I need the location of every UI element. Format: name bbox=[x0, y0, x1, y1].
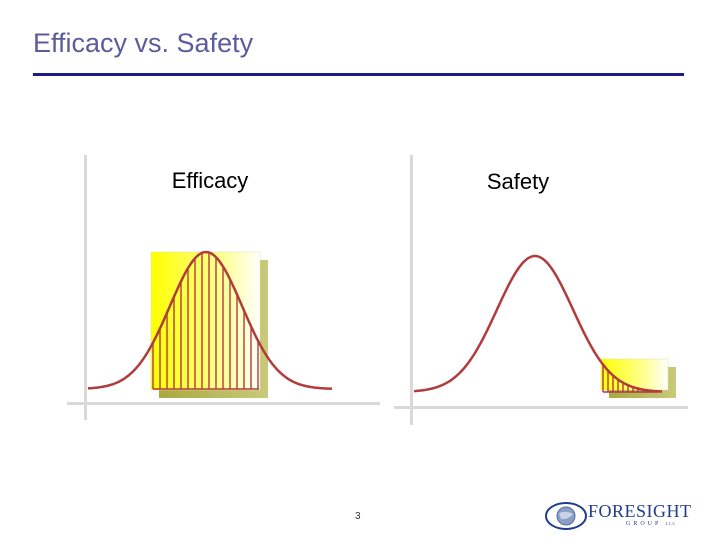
logo-wordmark: FORESIGHT bbox=[588, 501, 692, 521]
efficacy-highlight-box bbox=[150, 251, 268, 398]
globe-eye-icon bbox=[545, 502, 587, 530]
safety-curve bbox=[413, 254, 663, 393]
efficacy-axes bbox=[67, 155, 380, 420]
foresight-logo: FORESIGHT GROUP LLC bbox=[544, 496, 691, 536]
logo-subtitle: GROUP LLC bbox=[626, 521, 676, 527]
efficacy-label: Efficacy bbox=[172, 168, 249, 193]
safety-axes bbox=[394, 155, 688, 425]
slide-title: Efficacy vs. Safety bbox=[33, 28, 254, 58]
logo-group-text: GROUP bbox=[626, 521, 662, 527]
page-number: 3 bbox=[355, 511, 361, 522]
title-underline bbox=[33, 73, 684, 76]
safety-label: Safety bbox=[487, 169, 549, 194]
efficacy-hatch-lines bbox=[152, 252, 259, 390]
logo-llc-text: LLC bbox=[665, 521, 677, 526]
efficacy-curve bbox=[87, 250, 333, 390]
